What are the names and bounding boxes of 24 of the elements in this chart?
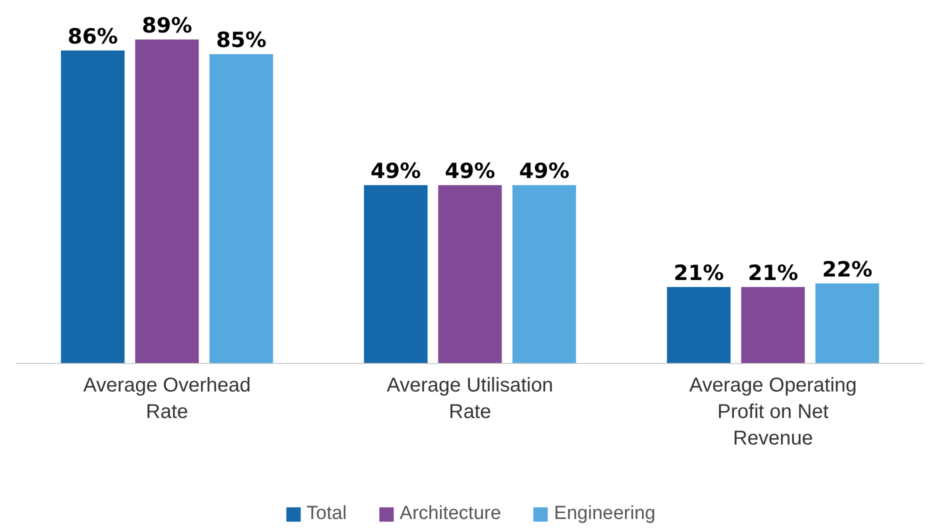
bar xyxy=(666,287,731,364)
data-label: 49% xyxy=(519,159,570,184)
data-label: 49% xyxy=(444,159,496,184)
bar xyxy=(815,283,880,364)
bar xyxy=(364,185,428,364)
legend-label: Architecture xyxy=(400,503,502,525)
legend-label: Engineering xyxy=(554,503,656,525)
bar xyxy=(209,54,274,364)
data-label: 89% xyxy=(142,14,192,38)
data-label: 86% xyxy=(68,24,118,48)
data-label: 21% xyxy=(674,261,724,286)
data-label: 49% xyxy=(370,159,421,184)
bar xyxy=(60,50,125,364)
bar xyxy=(741,287,805,364)
bar xyxy=(135,40,199,364)
x-tick-label: Average Overhead Rate xyxy=(83,374,251,423)
data-label: 21% xyxy=(748,261,798,286)
x-tick-label: Average Utilisation Rate xyxy=(386,374,554,423)
bar xyxy=(438,185,502,364)
legend-label: Total xyxy=(306,503,347,525)
data-label: 22% xyxy=(822,257,872,282)
bar xyxy=(512,185,576,364)
data-label: 85% xyxy=(216,28,266,52)
x-tick-label: Average Operating Profit on Net Revenue xyxy=(689,374,857,450)
